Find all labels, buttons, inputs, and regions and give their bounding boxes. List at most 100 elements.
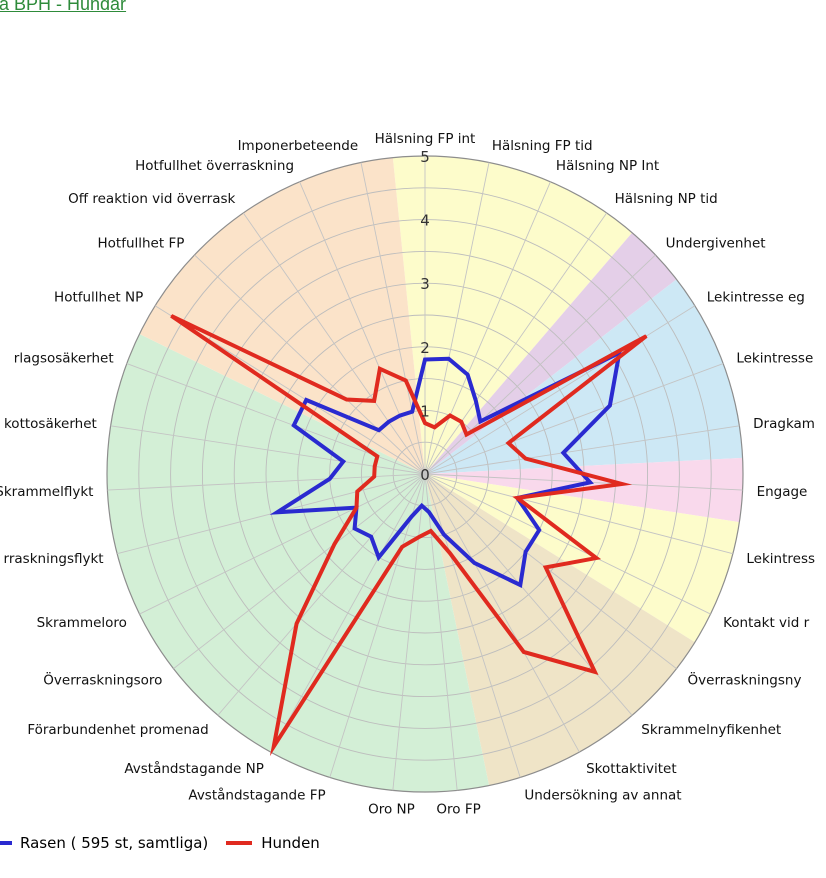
- grid-spoke-3: [424, 212, 608, 475]
- series-breed-point-6: [609, 404, 611, 407]
- radial-tick-2: 2: [420, 339, 430, 357]
- series-breed-point-28: [388, 421, 390, 423]
- series-dog-point-8: [621, 483, 623, 485]
- axis-label-halsning-np-tid: Hälsning NP tid: [615, 191, 718, 207]
- axis-label-engage: Engage: [757, 484, 808, 500]
- grid-spoke-4: [424, 254, 656, 475]
- axis-label-hotfullhet-fp: Hotfullhet FP: [97, 236, 184, 252]
- series-dog-point-20: [333, 543, 336, 545]
- axis-label-group: Hälsning FP int Hälsning FP tid Hälsning N…: [0, 131, 815, 817]
- legend: Rasen ( 595 st, samtliga) Hunden: [0, 834, 320, 852]
- radial-tick-5: 5: [420, 148, 430, 166]
- axis-label-kottosakerhet: kottosäkerhet: [4, 416, 97, 432]
- grid-spoke-24: [110, 425, 426, 475]
- series-dog-point-21: [355, 507, 358, 509]
- series-dog-point-25: [376, 455, 378, 457]
- grid-spoke-13: [424, 473, 580, 753]
- series-breed-point-7: [562, 452, 564, 454]
- page-link[interactable]: a BPH - Hundar: [0, 0, 127, 14]
- series-breed-point-17: [411, 515, 413, 518]
- series-dog-point-28: [373, 400, 375, 402]
- series-breed-point-19: [370, 536, 372, 538]
- series-dog-point-3: [460, 421, 462, 423]
- axis-label-oro-fp: Oro FP: [436, 801, 480, 817]
- series-breed-point-23: [329, 478, 331, 480]
- radial-tick-3: 3: [420, 275, 430, 293]
- legend-label-dog: Hunden: [261, 834, 320, 852]
- axis-label-off-reaktion-vid-overrask: Off reaktion vid överrask: [68, 191, 235, 207]
- series-dog-point-16: [417, 536, 420, 538]
- series-breed-point-22: [276, 511, 278, 513]
- axis-label-dragkam: Dragkam: [753, 416, 815, 432]
- grid-spoke-2: [424, 181, 551, 475]
- series-dog-point-7: [524, 457, 527, 460]
- series-dog-point-14: [449, 552, 451, 554]
- series-dog-point-18: [273, 745, 275, 748]
- radial-tick-1: 1: [420, 402, 430, 420]
- series-dog-point-11: [545, 566, 547, 569]
- series-dog-point-5: [645, 335, 647, 337]
- radial-tick-group: 0 1 2 3 4 5: [420, 148, 430, 484]
- grid-spoke-17: [329, 473, 426, 778]
- axis-label-skrammeloro: Skrammeloro: [37, 615, 127, 631]
- grid-spoke-15: [424, 473, 458, 791]
- series-breed-point-3: [475, 400, 477, 402]
- grid-spoke-19: [217, 473, 426, 716]
- series-dog-point-6: [507, 442, 510, 444]
- series-dog-point-0: [424, 422, 426, 424]
- sector-4: [425, 474, 740, 643]
- axis-label-avstandstagande-np: Avståndstagande NP: [124, 760, 264, 777]
- series-breed-point-13: [473, 562, 475, 564]
- axis-label-hotfullhet-np: Hotfullhet NP: [54, 289, 143, 305]
- series-dog-point-13: [523, 651, 525, 653]
- series-breed-point-11: [524, 551, 527, 553]
- sector-6: [107, 333, 490, 792]
- series-breed-point-24: [342, 460, 344, 463]
- series-breed-point-15: [428, 511, 430, 513]
- axis-label-halsning-fp-int: Hälsning FP int: [375, 131, 476, 147]
- grid-spoke-18: [270, 473, 426, 753]
- axis-label-kontakt-vid-r: Kontakt vid r: [723, 615, 810, 631]
- axis-label-halsning-fp-tid: Hälsning FP tid: [492, 138, 593, 154]
- series-breed-point-26: [305, 399, 307, 401]
- axis-label-forarbundenhet-promenad: Förarbundenhet promenad: [27, 722, 208, 738]
- series-breed-point-8: [589, 481, 591, 483]
- legend-label-breed: Rasen ( 595 st, samtliga): [20, 834, 209, 852]
- grid-spoke-28: [242, 212, 426, 475]
- grid-spoke-16: [392, 473, 426, 791]
- series-breed-point-4: [479, 420, 481, 423]
- series-breed-point-29: [399, 414, 401, 417]
- radial-tick-0: 0: [420, 466, 430, 484]
- series-dog-point-26: [170, 315, 172, 317]
- series-dog-point-29: [379, 368, 381, 370]
- series-breed-point-25: [293, 424, 295, 427]
- series-breed-point-14: [443, 534, 445, 536]
- axis-label-oro-np: Oro NP: [368, 801, 415, 817]
- series-dog-point-17: [401, 546, 403, 548]
- grid-spoke-6: [424, 363, 724, 475]
- axis-label-rlagsosakerhet: rlagsosäkerhet: [14, 350, 114, 366]
- series-breed-point-2: [467, 374, 469, 376]
- axis-label-skottaktivitet: Skottaktivitet: [586, 761, 677, 777]
- axis-label-undersokning-av-annat: Undersökning av annat: [524, 788, 681, 804]
- series-dog-point-12: [594, 671, 596, 673]
- axis-label-skrammelflykt: Skrammelflykt: [0, 484, 93, 500]
- axis-label-avstandstagande-fp: Avståndstagande FP: [188, 787, 325, 804]
- grid-spoke-30: [360, 162, 426, 475]
- series-breed-point-18: [378, 556, 380, 559]
- grid-spoke-5: [424, 305, 696, 475]
- series-breed-point-12: [519, 584, 521, 586]
- axis-label-overraskningsny: Överraskningsny: [688, 671, 802, 689]
- series-breed-point-30: [411, 411, 413, 413]
- series-group: [170, 314, 648, 757]
- axis-label-overraskningsoro: Överraskningsoro: [43, 671, 162, 689]
- axis-label-lekintress: Lekintress: [746, 551, 815, 567]
- grid-spoke-1: [424, 162, 490, 475]
- axis-label-rraskningsflykt: rraskningsflykt: [4, 551, 104, 567]
- axis-label-lekintresse-eg: Lekintresse eg: [707, 289, 805, 305]
- series-dog-point-10: [595, 557, 597, 559]
- series-dog-point-15: [430, 530, 432, 532]
- series-dog-point-24: [374, 465, 376, 467]
- series-dog-point-30: [405, 379, 407, 382]
